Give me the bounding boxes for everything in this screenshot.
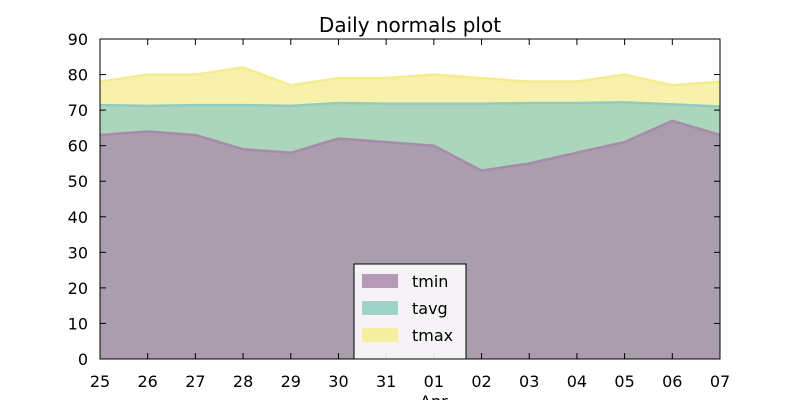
x-tick-label: 07 [710, 372, 730, 391]
legend: tmin tavg tmax [353, 263, 467, 360]
legend-label-tavg: tavg [412, 299, 448, 318]
x-tick-label: 28 [233, 372, 253, 391]
y-tick-label: 10 [68, 314, 88, 333]
legend-swatch-tmax [362, 328, 398, 342]
x-tick-label: 03 [519, 372, 539, 391]
x-axis: 25 26 27 28 29 30 31 01 02 03 04 05 06 07 Apr [90, 39, 730, 400]
y-tick-label: 0 [78, 350, 88, 369]
x-tick-label: 25 [90, 372, 110, 391]
line-tmin [99, 119, 721, 172]
y-tick-label: 40 [68, 208, 88, 227]
x-tick-label: 06 [662, 372, 682, 391]
x-tick-label: 01 [424, 372, 444, 391]
y-tick-label: 60 [68, 137, 88, 156]
line-tavg [99, 101, 721, 108]
line-tmax [99, 66, 721, 87]
y-tick-label: 80 [68, 66, 88, 85]
x-tick-label: 30 [328, 372, 348, 391]
x-tick-label: 02 [471, 372, 491, 391]
area-series-group [99, 66, 721, 360]
x-tick-label: 04 [567, 372, 587, 391]
legend-swatch-tavg [362, 301, 398, 315]
y-tick-label: 90 [68, 30, 88, 49]
chart-title: Daily normals plot [319, 13, 501, 37]
y-tick-label: 70 [68, 101, 88, 120]
x-month-label: Apr [420, 392, 448, 400]
x-tick-label: 27 [185, 372, 205, 391]
area-tmin [100, 120, 720, 360]
legend-label-tmin: tmin [412, 272, 448, 291]
y-tick-label: 50 [68, 172, 88, 191]
y-axis: 0 10 20 30 40 50 60 70 80 90 [68, 30, 720, 369]
y-tick-label: 20 [68, 279, 88, 298]
x-tick-label: 29 [281, 372, 301, 391]
x-tick-label: 26 [138, 372, 158, 391]
legend-label-tmax: tmax [412, 326, 453, 345]
x-tick-label: 31 [376, 372, 396, 391]
y-tick-label: 30 [68, 243, 88, 262]
legend-swatch-tmin [362, 274, 398, 288]
x-tick-label: 05 [614, 372, 634, 391]
